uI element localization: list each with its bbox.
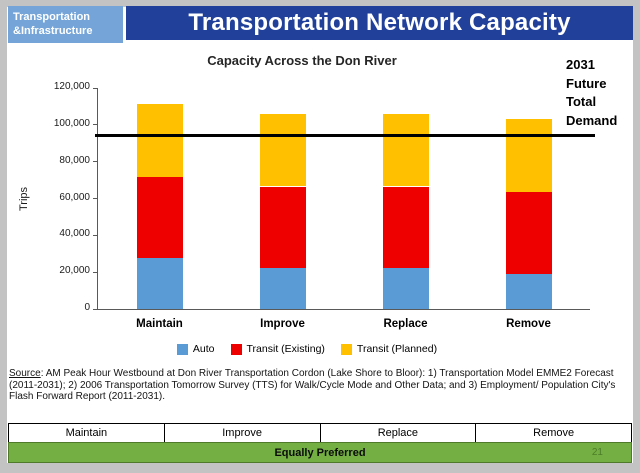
options-table: Maintain Improve Replace Remove [8,423,632,443]
x-category-label: Maintain [136,318,183,330]
legend-item: Transit (Existing) [230,343,325,355]
plot-area: 0 20,000 40,000 60,000 80,000 100,000 120,000 M… [54,81,595,330]
bar-segment [136,103,183,178]
slide-title: Transportation Network Capacity [188,9,571,36]
title-banner: Transportation Network Capacity [126,6,633,40]
source-text: : AM Peak Hour Westbound at Don River Tr… [9,368,616,402]
demand-reference-line [95,134,595,138]
bar-segment [382,267,429,309]
source-note: Source: AM Peak Hour Westbound at Don Ri… [9,368,631,403]
legend-label: Auto [192,343,215,355]
y-tick-mark [93,234,98,236]
y-tick-mark [93,308,98,310]
demand-annotation: 2031 Future Total Demand [566,56,636,130]
source-label: Source [9,368,41,379]
y-tick-mark [93,87,98,89]
legend-swatch [176,343,188,355]
y-tick-mark [93,198,98,199]
legend-item: Transit (Planned) [340,343,438,355]
demand-annotation-line: Total [566,94,597,109]
demand-annotation-line: Future [566,75,607,91]
y-tick-label: 0 [84,302,90,313]
y-tick-mark [93,124,98,126]
y-tick-mark [93,271,98,273]
option-cell-replace: Replace [321,424,477,442]
legend-swatch [340,343,352,355]
department-badge: Transportation &Infrastructure [8,6,123,43]
bar-segment [505,192,552,275]
bar-segment [136,177,183,259]
legend-label: Transit (Planned) [356,343,438,355]
chart-title: Capacity Across the Don River [207,53,397,68]
badge-line1: Transportation [13,11,91,23]
x-category-label: Improve [260,318,305,330]
badge-line2: &Infrastructure [13,25,93,37]
y-tick-label: 60,000 [59,191,90,203]
y-tick-label: 20,000 [59,265,90,277]
capacity-chart: Trips 0 20,000 40,000 60,000 80,000 100,000 12… [7,75,607,375]
x-category-label: Replace [383,318,428,330]
demand-annotation-line: 2031 [566,57,595,72]
option-cell-improve: Improve [165,424,321,442]
bar-segment [505,274,552,309]
legend-swatch [230,343,242,355]
y-tick-label: 40,000 [59,228,90,240]
option-cell-maintain: Maintain [9,424,165,442]
bar-segment [259,186,306,268]
demand-annotation-line: Demand [566,112,618,128]
bar-segment [505,119,552,192]
y-tick-label: 100,000 [53,117,90,129]
option-cell-remove: Remove [533,427,575,439]
preference-bar: Equally Preferred 21 [8,442,632,463]
legend-item: Auto [176,343,215,355]
chart-legend: Auto Transit (Existing) Transit (Planned) [7,343,607,355]
bar-segment [259,267,306,309]
bar-segment [259,113,306,187]
bar-segment [136,258,183,309]
preference-label: Equally Preferred [274,446,366,459]
y-tick-label: 80,000 [59,154,90,166]
bar-segment [382,113,429,187]
y-tick-label: 120,000 [53,81,90,92]
y-tick-mark [93,161,98,163]
page-number: 21 [591,447,603,458]
legend-label: Transit (Existing) [246,343,325,355]
bar-segment [382,186,429,268]
x-category-label: Remove [506,318,551,330]
